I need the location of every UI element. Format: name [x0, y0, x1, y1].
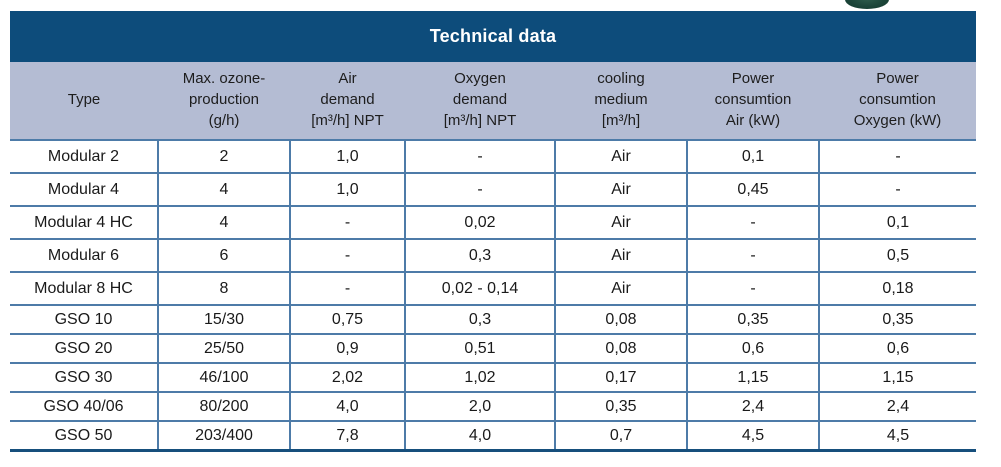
- cell-power-consumtion-air: 0,45: [686, 173, 819, 207]
- technical-data-panel: Technical data Type Max. ozone- producti…: [10, 11, 976, 452]
- cell-power-consumtion-oxygen: 0,6: [818, 334, 976, 364]
- cell-power-consumtion-air: 1,15: [686, 363, 819, 393]
- cell-max-ozone-production: 8: [157, 272, 290, 306]
- table-row: Modular 2 2 1,0 - Air 0,1 -: [10, 140, 976, 174]
- cell-power-consumtion-air: 0,35: [686, 305, 819, 335]
- cell-oxygen-demand: 0,51: [404, 334, 555, 364]
- cell-max-ozone-production: 6: [157, 239, 290, 273]
- cell-cooling-medium: 0,35: [554, 392, 687, 422]
- cell-air-demand: -: [289, 206, 405, 240]
- table-row: Modular 4 4 1,0 - Air 0,45 -: [10, 173, 976, 207]
- cell-type: Modular 6: [10, 239, 158, 273]
- cell-power-consumtion-oxygen: 0,18: [818, 272, 976, 306]
- cell-type: GSO 30: [10, 363, 158, 393]
- cell-power-consumtion-oxygen: 0,1: [818, 206, 976, 240]
- table-row: GSO 50 203/400 7,8 4,0 0,7 4,5 4,5: [10, 421, 976, 451]
- cell-power-consumtion-oxygen: 1,15: [818, 363, 976, 393]
- cell-oxygen-demand: 0,3: [404, 305, 555, 335]
- cell-cooling-medium: Air: [554, 206, 687, 240]
- cell-type: Modular 8 HC: [10, 272, 158, 306]
- cell-power-consumtion-air: -: [686, 272, 819, 306]
- cell-power-consumtion-oxygen: 0,35: [818, 305, 976, 335]
- cell-oxygen-demand: 1,02: [404, 363, 555, 393]
- table-header-row: Type Max. ozone- production (g/h) Air de…: [10, 62, 976, 141]
- cell-air-demand: 0,75: [289, 305, 405, 335]
- cell-max-ozone-production: 15/30: [157, 305, 290, 335]
- cell-max-ozone-production: 46/100: [157, 363, 290, 393]
- cell-oxygen-demand: -: [404, 173, 555, 207]
- cell-oxygen-demand: -: [404, 140, 555, 174]
- cell-cooling-medium: Air: [554, 239, 687, 273]
- column-header-power-consumtion-air: Power consumtion Air (kW): [687, 62, 819, 141]
- table-title: Technical data: [429, 26, 557, 46]
- cell-air-demand: 2,02: [289, 363, 405, 393]
- table-row: GSO 30 46/100 2,02 1,02 0,17 1,15 1,15: [10, 363, 976, 393]
- cell-power-consumtion-air: 4,5: [686, 421, 819, 451]
- cell-power-consumtion-oxygen: 0,5: [818, 239, 976, 273]
- table-header: Type Max. ozone- production (g/h) Air de…: [10, 62, 976, 141]
- cell-type: Modular 4: [10, 173, 158, 207]
- column-header-oxygen-demand: Oxygen demand [m³/h] NPT: [405, 62, 555, 141]
- cell-max-ozone-production: 2: [157, 140, 290, 174]
- cell-cooling-medium: 0,08: [554, 305, 687, 335]
- cell-power-consumtion-air: -: [686, 206, 819, 240]
- cell-oxygen-demand: 0,02 - 0,14: [404, 272, 555, 306]
- cell-power-consumtion-oxygen: 4,5: [818, 421, 976, 451]
- cell-power-consumtion-air: 0,6: [686, 334, 819, 364]
- column-header-air-demand: Air demand [m³/h] NPT: [290, 62, 405, 141]
- table-body: Modular 2 2 1,0 - Air 0,1 - Modular 4 4 …: [10, 140, 976, 451]
- cell-cooling-medium: Air: [554, 272, 687, 306]
- table-row: GSO 40/06 80/200 4,0 2,0 0,35 2,4 2,4: [10, 392, 976, 422]
- cell-air-demand: 4,0: [289, 392, 405, 422]
- cell-type: GSO 40/06: [10, 392, 158, 422]
- cell-type: GSO 20: [10, 334, 158, 364]
- table-row: Modular 4 HC 4 - 0,02 Air - 0,1: [10, 206, 976, 240]
- cropped-logo-icon: [845, 0, 889, 9]
- cell-power-consumtion-air: 0,1: [686, 140, 819, 174]
- cell-air-demand: -: [289, 272, 405, 306]
- cell-oxygen-demand: 0,3: [404, 239, 555, 273]
- column-header-cooling-medium: cooling medium [m³/h]: [555, 62, 687, 141]
- table-row: GSO 20 25/50 0,9 0,51 0,08 0,6 0,6: [10, 334, 976, 364]
- cell-max-ozone-production: 25/50: [157, 334, 290, 364]
- table-row: Modular 6 6 - 0,3 Air - 0,5: [10, 239, 976, 273]
- cell-type: Modular 2: [10, 140, 158, 174]
- cell-max-ozone-production: 4: [157, 173, 290, 207]
- cell-air-demand: 1,0: [289, 140, 405, 174]
- cell-power-consumtion-air: -: [686, 239, 819, 273]
- cell-max-ozone-production: 203/400: [157, 421, 290, 451]
- table-row: GSO 10 15/30 0,75 0,3 0,08 0,35 0,35: [10, 305, 976, 335]
- cell-cooling-medium: 0,7: [554, 421, 687, 451]
- cell-max-ozone-production: 4: [157, 206, 290, 240]
- cell-oxygen-demand: 4,0: [404, 421, 555, 451]
- technical-data-table: Type Max. ozone- production (g/h) Air de…: [10, 62, 976, 452]
- column-header-power-consumtion-oxygen: Power consumtion Oxygen (kW): [819, 62, 976, 141]
- column-header-type: Type: [10, 62, 158, 141]
- cell-cooling-medium: Air: [554, 140, 687, 174]
- cell-air-demand: 7,8: [289, 421, 405, 451]
- cell-power-consumtion-oxygen: -: [818, 173, 976, 207]
- table-title-bar: Technical data: [10, 11, 976, 62]
- cell-oxygen-demand: 2,0: [404, 392, 555, 422]
- cell-cooling-medium: 0,08: [554, 334, 687, 364]
- cell-power-consumtion-air: 2,4: [686, 392, 819, 422]
- cell-cooling-medium: Air: [554, 173, 687, 207]
- cell-power-consumtion-oxygen: 2,4: [818, 392, 976, 422]
- cell-power-consumtion-oxygen: -: [818, 140, 976, 174]
- cell-type: GSO 50: [54, 426, 113, 444]
- cell-oxygen-demand: 0,02: [404, 206, 555, 240]
- cell-type: Modular 4 HC: [10, 206, 158, 240]
- column-header-max-ozone-production: Max. ozone- production (g/h): [158, 62, 290, 141]
- cell-cooling-medium: 0,17: [554, 363, 687, 393]
- cell-air-demand: 1,0: [289, 173, 405, 207]
- cell-max-ozone-production: 80/200: [157, 392, 290, 422]
- cell-type: GSO 10: [10, 305, 158, 335]
- table-row: Modular 8 HC 8 - 0,02 - 0,14 Air - 0,18: [10, 272, 976, 306]
- cell-air-demand: 0,9: [289, 334, 405, 364]
- cell-air-demand: -: [289, 239, 405, 273]
